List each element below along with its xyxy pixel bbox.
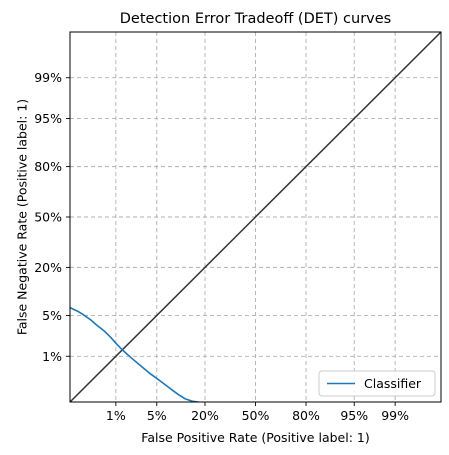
data-layer [70, 32, 441, 402]
chart-title: Detection Error Tradeoff (DET) curves [120, 11, 391, 27]
x-tick-label: 80% [292, 408, 320, 423]
legend-box [318, 370, 436, 397]
ticks: 1% 1% 5% 5% 20% 20% 50% 50% 80% 80% 95% 95% 99% 99% [34, 70, 409, 423]
legend-label: Classifier [364, 376, 422, 391]
y-axis-label: False Negative Rate (Positive label: 1) [14, 99, 29, 335]
y-tick-label: 95% [34, 111, 62, 126]
x-tick-label: 99% [381, 408, 409, 423]
series-line-classifier [70, 306, 201, 402]
grid [70, 32, 441, 402]
y-tick-label: 99% [34, 70, 62, 85]
y-tick-label: 5% [42, 308, 62, 323]
x-tick-label: 20% [191, 408, 219, 423]
x-tick-label: 50% [242, 408, 270, 423]
x-axis-label: False Positive Rate (Positive label: 1) [141, 430, 369, 445]
y-tick-label: 1% [42, 349, 62, 364]
legend: Classifier [318, 370, 436, 397]
x-tick-label: 95% [340, 408, 368, 423]
y-tick-label: 20% [34, 260, 62, 275]
diagonal-line [70, 32, 441, 402]
x-tick-label: 5% [147, 408, 167, 423]
y-tick-label: 80% [34, 159, 62, 174]
y-tick-label: 50% [34, 210, 62, 225]
x-tick-label: 1% [106, 408, 126, 423]
